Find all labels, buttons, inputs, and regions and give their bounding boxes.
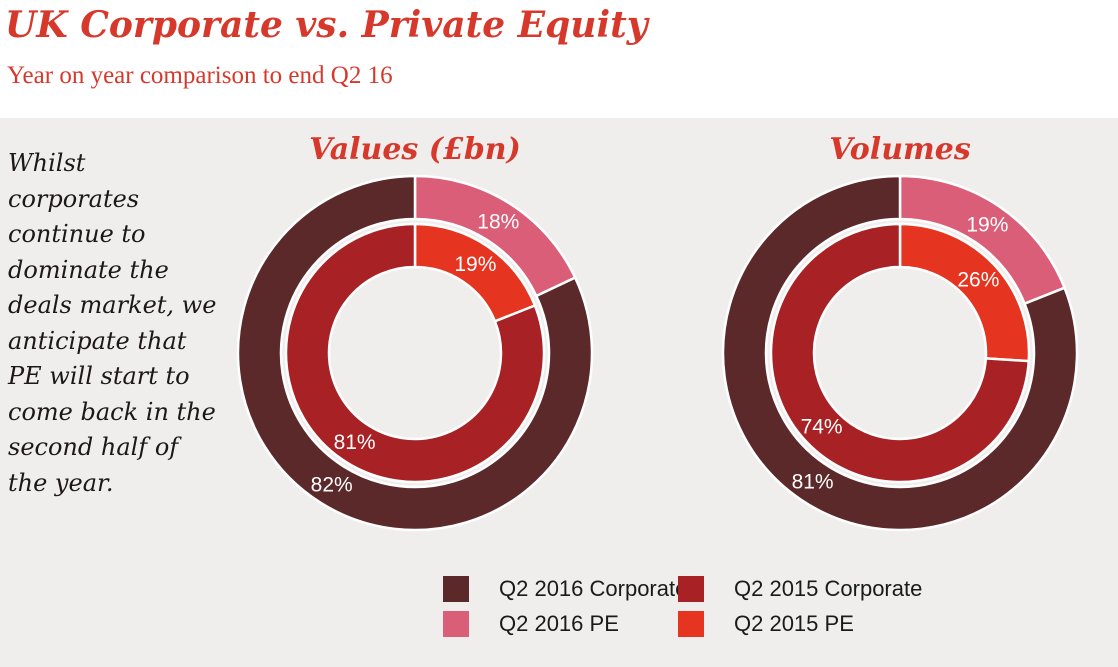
legend-swatch <box>443 575 469 602</box>
legend-item: Q2 2015 Corporate <box>678 571 922 606</box>
segment-percent-label: 19% <box>966 213 1008 236</box>
commentary-text: Whilst corporates continue to dominate t… <box>8 149 217 497</box>
volumes-chart-title: Volumes <box>829 132 971 167</box>
page-subtitle: Year on year comparison to end Q2 16 <box>7 62 393 89</box>
segment-percent-label: 18% <box>477 211 519 234</box>
legend-label: Q2 2015 PE <box>734 610 854 636</box>
header: UK Corporate vs. Private Equity Year on … <box>0 0 1118 118</box>
segment-percent-label: 81% <box>792 471 834 494</box>
legend-label: Q2 2016 Corporate <box>499 575 688 601</box>
segment-percent-label: 26% <box>957 268 999 291</box>
segment-percent-label: 74% <box>801 416 843 439</box>
legend-swatch <box>443 610 469 637</box>
volumes-chart: Volumes 19% 81% 26% 74% <box>720 132 1080 533</box>
legend-item: Q2 2016 Corporate <box>443 571 687 606</box>
chart-panel: Whilst corporates continue to dominate t… <box>0 118 1118 667</box>
legend-swatch <box>678 575 704 602</box>
legend-item: Q2 2015 PE <box>678 606 922 641</box>
values-donut-chart: 18% 82% 19% 81% <box>236 174 594 532</box>
donut-segment <box>236 174 594 532</box>
legend-item: Q2 2016 PE <box>443 606 678 641</box>
chart-legend: Q2 2016 Corporate Q2 2016 PE Q2 2015 Corpo… <box>443 571 922 641</box>
volumes-donut-chart: 19% 81% 26% 74% <box>721 174 1079 532</box>
segment-percent-label: 19% <box>454 253 496 276</box>
page-title: UK Corporate vs. Private Equity <box>5 4 648 46</box>
segment-percent-label: 82% <box>311 473 353 496</box>
legend-label: Q2 2015 Corporate <box>734 575 923 601</box>
donut-segment <box>769 222 1030 484</box>
segment-percent-label: 81% <box>334 431 376 454</box>
values-chart-title: Values (£bn) <box>309 132 521 167</box>
legend-label: Q2 2016 PE <box>499 610 619 636</box>
donut-segment <box>721 174 1079 532</box>
values-chart: Values (£bn) 18% 82% 19% 81% <box>235 132 595 533</box>
legend-swatch <box>678 610 704 637</box>
donut-segment <box>284 222 546 484</box>
